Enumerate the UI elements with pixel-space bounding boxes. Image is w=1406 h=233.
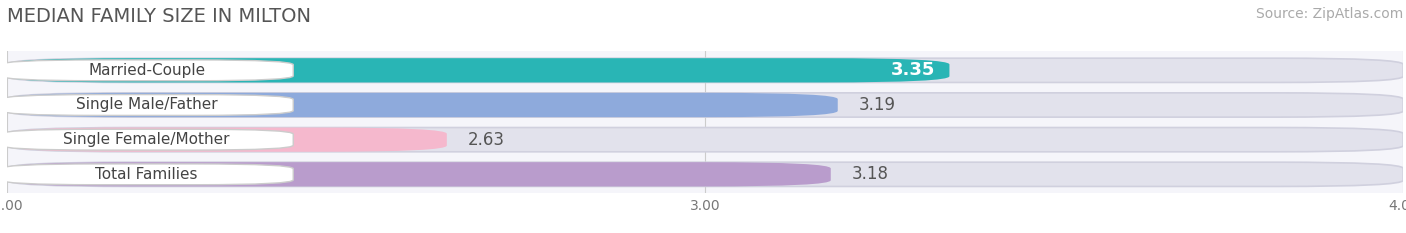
FancyBboxPatch shape [7,93,1403,117]
FancyBboxPatch shape [7,162,1403,186]
FancyBboxPatch shape [0,164,294,185]
FancyBboxPatch shape [7,127,447,152]
FancyBboxPatch shape [0,60,294,81]
Text: 3.19: 3.19 [859,96,896,114]
FancyBboxPatch shape [0,129,294,150]
Text: Married-Couple: Married-Couple [89,63,205,78]
Text: 3.35: 3.35 [891,61,935,79]
Text: Source: ZipAtlas.com: Source: ZipAtlas.com [1256,7,1403,21]
FancyBboxPatch shape [0,95,294,115]
Text: Total Families: Total Families [96,167,198,182]
Text: 3.18: 3.18 [852,165,889,183]
Text: Single Male/Father: Single Male/Father [76,97,218,113]
Text: Single Female/Mother: Single Female/Mother [63,132,231,147]
Text: MEDIAN FAMILY SIZE IN MILTON: MEDIAN FAMILY SIZE IN MILTON [7,7,311,26]
FancyBboxPatch shape [7,93,838,117]
FancyBboxPatch shape [7,58,949,82]
Text: 2.63: 2.63 [468,131,505,149]
FancyBboxPatch shape [7,127,1403,152]
FancyBboxPatch shape [7,162,831,186]
FancyBboxPatch shape [7,58,1403,82]
